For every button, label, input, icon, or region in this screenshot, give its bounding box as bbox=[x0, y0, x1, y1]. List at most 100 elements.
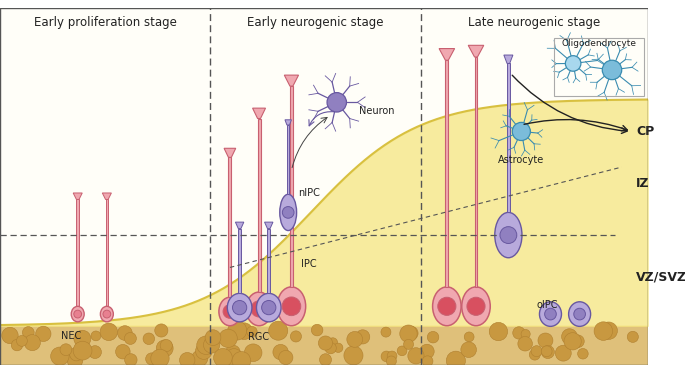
Text: Astrocyte: Astrocyte bbox=[498, 155, 545, 165]
Circle shape bbox=[381, 327, 391, 337]
Text: Early proliferation stage: Early proliferation stage bbox=[34, 16, 177, 29]
Polygon shape bbox=[238, 229, 241, 293]
Circle shape bbox=[156, 340, 173, 357]
Ellipse shape bbox=[256, 293, 281, 322]
Text: IZ: IZ bbox=[636, 177, 649, 190]
Circle shape bbox=[197, 336, 215, 354]
Circle shape bbox=[387, 351, 397, 361]
Circle shape bbox=[67, 352, 83, 368]
Ellipse shape bbox=[462, 287, 490, 326]
Polygon shape bbox=[77, 200, 79, 306]
Polygon shape bbox=[0, 326, 647, 364]
Circle shape bbox=[11, 339, 23, 351]
Circle shape bbox=[247, 326, 257, 337]
Circle shape bbox=[438, 297, 456, 316]
Circle shape bbox=[73, 341, 92, 360]
Ellipse shape bbox=[71, 306, 84, 322]
Polygon shape bbox=[258, 119, 260, 292]
Circle shape bbox=[577, 348, 588, 359]
Circle shape bbox=[344, 346, 363, 365]
Circle shape bbox=[538, 333, 553, 348]
Circle shape bbox=[269, 321, 288, 340]
Circle shape bbox=[192, 350, 208, 366]
Ellipse shape bbox=[101, 306, 113, 322]
Polygon shape bbox=[105, 200, 108, 306]
Circle shape bbox=[464, 332, 474, 342]
Circle shape bbox=[518, 336, 532, 351]
Circle shape bbox=[521, 329, 530, 339]
Polygon shape bbox=[469, 46, 484, 57]
Circle shape bbox=[74, 310, 82, 318]
Ellipse shape bbox=[279, 194, 297, 231]
Circle shape bbox=[146, 353, 158, 365]
Circle shape bbox=[214, 348, 232, 367]
Circle shape bbox=[91, 331, 101, 341]
Text: Oligodendrocyte: Oligodendrocyte bbox=[562, 40, 636, 48]
Circle shape bbox=[500, 227, 516, 244]
Circle shape bbox=[60, 344, 72, 355]
Circle shape bbox=[118, 326, 132, 340]
Circle shape bbox=[404, 326, 418, 340]
Circle shape bbox=[16, 335, 27, 346]
Polygon shape bbox=[228, 157, 232, 297]
Polygon shape bbox=[290, 86, 293, 287]
Circle shape bbox=[530, 349, 540, 360]
Polygon shape bbox=[102, 193, 112, 200]
Polygon shape bbox=[253, 108, 266, 119]
Polygon shape bbox=[504, 55, 513, 63]
Circle shape bbox=[427, 332, 439, 343]
Polygon shape bbox=[267, 229, 270, 293]
Polygon shape bbox=[0, 9, 647, 326]
Polygon shape bbox=[224, 148, 236, 157]
Circle shape bbox=[251, 301, 267, 317]
Text: Late neurogenic stage: Late neurogenic stage bbox=[468, 16, 601, 29]
Circle shape bbox=[203, 337, 220, 353]
Circle shape bbox=[23, 327, 34, 338]
Circle shape bbox=[572, 335, 584, 348]
Circle shape bbox=[279, 350, 293, 364]
Circle shape bbox=[408, 348, 424, 364]
Circle shape bbox=[513, 327, 525, 339]
Circle shape bbox=[602, 60, 622, 80]
Circle shape bbox=[531, 346, 542, 357]
Circle shape bbox=[282, 297, 301, 316]
Circle shape bbox=[545, 308, 556, 320]
Ellipse shape bbox=[433, 287, 461, 326]
Circle shape bbox=[236, 323, 253, 339]
Circle shape bbox=[334, 343, 343, 352]
Circle shape bbox=[447, 351, 465, 370]
Circle shape bbox=[155, 324, 168, 337]
Circle shape bbox=[311, 324, 323, 336]
Circle shape bbox=[282, 207, 294, 218]
Circle shape bbox=[225, 349, 243, 367]
Circle shape bbox=[290, 331, 301, 342]
Circle shape bbox=[225, 345, 240, 360]
Circle shape bbox=[232, 351, 251, 370]
Circle shape bbox=[328, 338, 338, 347]
Text: IPC: IPC bbox=[301, 259, 316, 269]
Circle shape bbox=[179, 352, 195, 368]
Text: oIPC: oIPC bbox=[536, 300, 558, 310]
Text: Neuron: Neuron bbox=[360, 106, 395, 116]
Ellipse shape bbox=[495, 212, 522, 258]
Text: nIPC: nIPC bbox=[298, 188, 320, 198]
Circle shape bbox=[541, 346, 552, 357]
Circle shape bbox=[262, 301, 276, 315]
Ellipse shape bbox=[277, 287, 306, 326]
Ellipse shape bbox=[569, 302, 590, 326]
Circle shape bbox=[564, 333, 582, 350]
Circle shape bbox=[400, 325, 417, 342]
Circle shape bbox=[103, 310, 111, 318]
Polygon shape bbox=[475, 57, 477, 287]
Circle shape bbox=[467, 297, 485, 316]
Circle shape bbox=[461, 342, 477, 357]
Circle shape bbox=[347, 332, 362, 347]
Circle shape bbox=[319, 354, 332, 366]
Circle shape bbox=[24, 335, 40, 351]
Circle shape bbox=[36, 326, 51, 342]
Circle shape bbox=[327, 93, 347, 112]
Polygon shape bbox=[285, 120, 291, 125]
Polygon shape bbox=[73, 193, 82, 200]
Circle shape bbox=[319, 336, 332, 350]
Circle shape bbox=[227, 321, 247, 340]
